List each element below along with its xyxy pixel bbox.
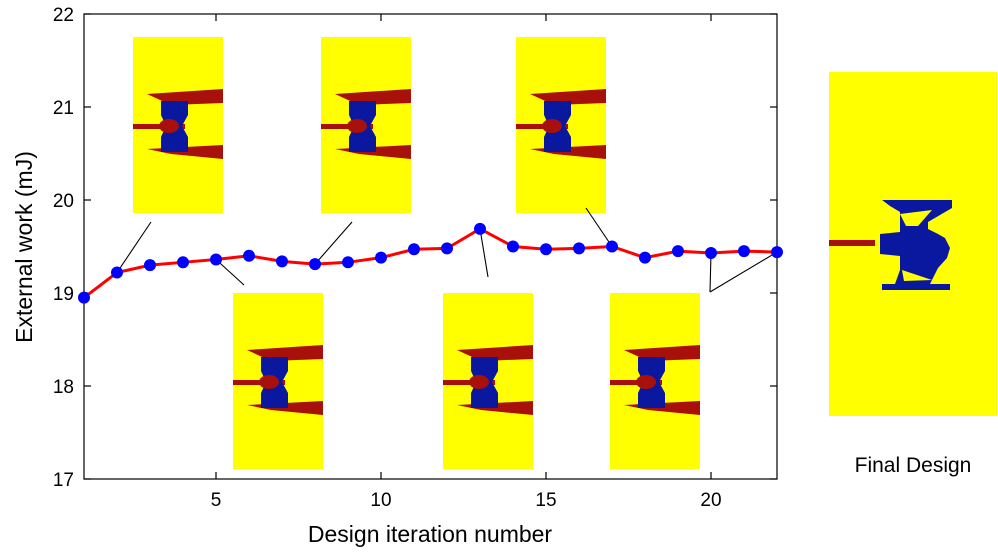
data-point	[738, 245, 750, 258]
data-point	[177, 256, 189, 269]
data-point	[144, 259, 156, 272]
data-point	[705, 247, 717, 260]
data-point	[276, 255, 288, 268]
x-tick-label: 20	[700, 490, 721, 511]
data-point	[771, 246, 783, 259]
inset-design-iter-2	[133, 37, 223, 213]
inset-connector	[314, 221, 353, 265]
inset-connector	[585, 207, 613, 247]
x-tick-label: 5	[211, 490, 222, 511]
data-point	[639, 251, 651, 264]
inset-design-iter-17	[516, 37, 606, 213]
y-tick-label: 21	[53, 98, 74, 119]
data-point	[573, 242, 585, 255]
inset-connector	[215, 259, 245, 286]
y-tick-label: 22	[53, 5, 74, 26]
y-tick-label: 20	[53, 191, 74, 212]
y-tick-label: 17	[53, 470, 74, 491]
x-axis-title: Design iteration number	[308, 521, 553, 547]
inset-connector	[709, 251, 778, 293]
data-point	[78, 291, 90, 304]
inset-design-iter-20	[610, 293, 700, 469]
data-point	[507, 240, 519, 253]
data-point	[606, 240, 618, 253]
final-design-caption: Final Design	[855, 454, 972, 477]
data-point	[111, 266, 123, 279]
inset-design-iter-8	[321, 37, 411, 213]
y-axis-title: External work (mJ)	[11, 151, 37, 343]
series-line	[83, 227, 778, 299]
inset-connectors	[116, 207, 778, 293]
x-tick-label: 10	[370, 490, 391, 511]
data-point	[474, 222, 486, 235]
data-point	[309, 258, 321, 271]
data-point	[408, 243, 420, 256]
inset-design-iter-5	[233, 293, 323, 469]
inset-connector	[709, 252, 712, 293]
x-tick-label: 15	[535, 490, 556, 511]
data-point	[540, 243, 552, 256]
data-point	[672, 245, 684, 258]
final-design-image	[829, 72, 997, 416]
inset-connector	[479, 228, 489, 278]
series-group	[78, 222, 783, 304]
data-point	[210, 253, 222, 266]
data-point	[342, 256, 354, 269]
y-tick-label: 18	[53, 377, 74, 398]
y-tick-label: 19	[53, 284, 74, 305]
inset-connector	[116, 221, 152, 273]
data-point	[243, 249, 255, 262]
data-point	[375, 251, 387, 264]
inset-design-iter-13	[443, 293, 533, 469]
data-point	[441, 242, 453, 255]
